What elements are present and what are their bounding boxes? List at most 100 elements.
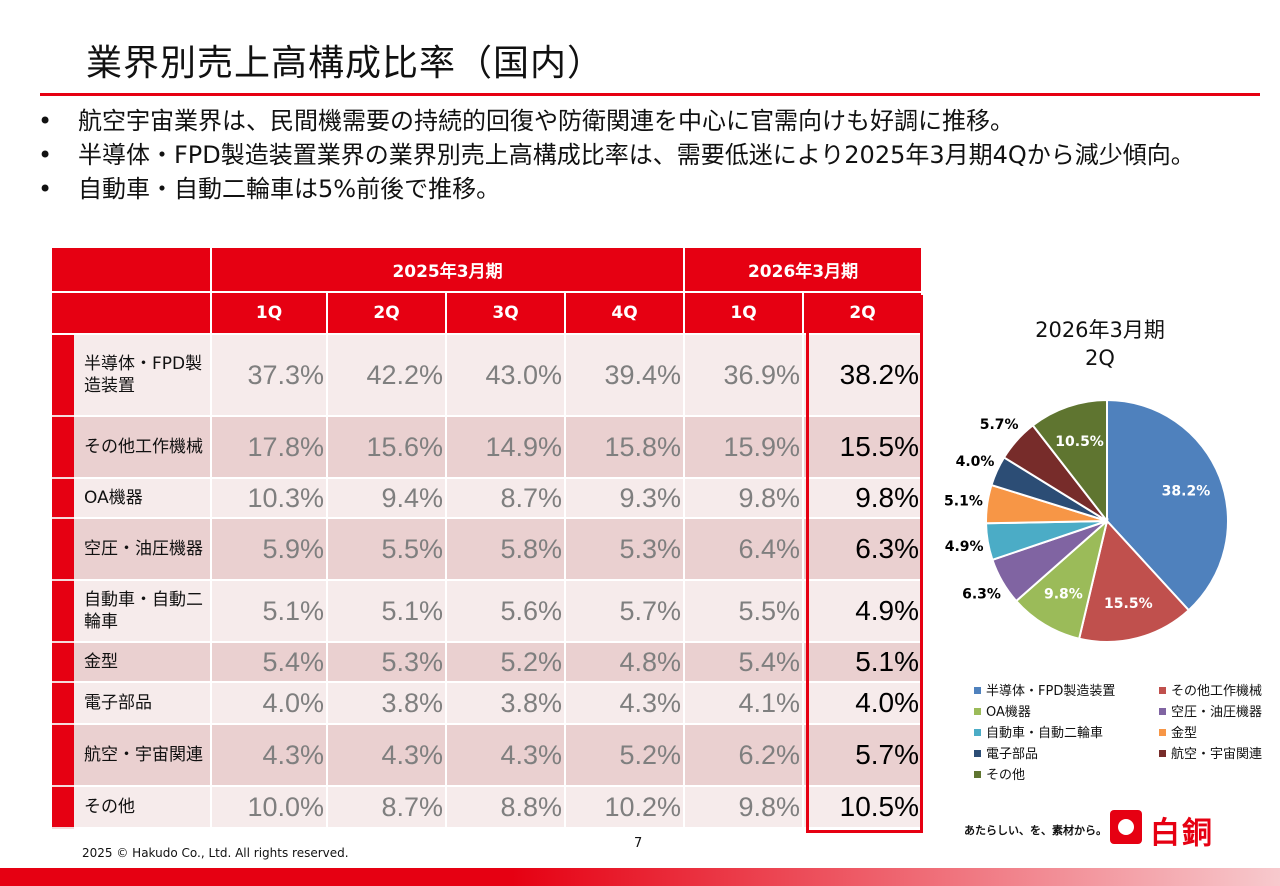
value-cell: 10.2%: [566, 787, 686, 829]
value-cell: 4.8%: [566, 643, 686, 683]
pie-data-label: 38.2%: [1162, 483, 1211, 499]
value-cell: 5.7%: [804, 725, 922, 787]
value-cell: 5.7%: [566, 581, 686, 643]
legend-item: 金型: [1159, 722, 1197, 741]
legend-swatch: [974, 708, 981, 715]
bottom-bar: [0, 868, 1280, 886]
value-cell: 10.0%: [212, 787, 328, 829]
pie-data-label: 9.8%: [1044, 587, 1083, 603]
legend-label: その他工作機械: [1171, 684, 1263, 699]
legend-label: OA機器: [986, 705, 1031, 720]
value-cell: 6.3%: [804, 519, 922, 581]
legend-item: 電子部品: [974, 743, 1038, 762]
row-label: OA機器: [74, 479, 212, 519]
value-cell: 43.0%: [447, 335, 566, 417]
legend-item: 自動車・自動二輪車: [974, 722, 1103, 741]
page-title: 業界別売上高構成比率（国内）: [86, 43, 605, 84]
legend-swatch: [1159, 729, 1166, 736]
legend-label: 自動車・自動二輪車: [986, 726, 1104, 741]
legend-swatch: [974, 771, 981, 778]
table-row: その他 10.0% 8.7% 8.8% 10.2% 9.8% 10.5%: [52, 787, 922, 829]
value-cell: 8.7%: [328, 787, 447, 829]
row-marker: [52, 581, 74, 643]
row-marker: [52, 417, 74, 479]
value-cell: 5.2%: [447, 643, 566, 683]
table-row: 電子部品 4.0% 3.8% 3.8% 4.3% 4.1% 4.0%: [52, 683, 922, 725]
value-cell: 9.8%: [685, 787, 805, 829]
pie-slice: [1014, 518, 1109, 640]
legend-label: 電子部品: [986, 747, 1039, 762]
value-cell: 4.0%: [212, 683, 328, 725]
value-cell: 9.8%: [685, 479, 805, 519]
row-label: その他: [74, 787, 212, 829]
legend-item: その他工作機械: [1159, 680, 1262, 699]
brand: あたらしい、を、素材から。 白銅: [964, 808, 1264, 852]
row-marker: [52, 519, 74, 581]
copyright: 2025 © Hakudo Co., Ltd. All rights reser…: [82, 846, 349, 860]
header-corner: [52, 293, 212, 335]
quarter-header: 3Q: [447, 293, 566, 335]
value-cell: 6.2%: [685, 725, 805, 787]
row-label: 半導体・FPD製造装置: [74, 335, 212, 417]
chart-title-line: 2026年3月期: [1035, 318, 1165, 342]
quarter-header: 4Q: [566, 293, 686, 335]
row-label: 空圧・油圧機器: [74, 519, 212, 581]
value-cell: 4.1%: [685, 683, 805, 725]
value-cell: 5.8%: [447, 519, 566, 581]
table-row: 空圧・油圧機器 5.9% 5.5% 5.8% 5.3% 6.4% 6.3%: [52, 519, 922, 581]
quarter-header: 1Q: [212, 293, 328, 335]
composition-table: 2025年3月期 2026年3月期 1Q 2Q 3Q 4Q 1Q 2Q 半導体・…: [52, 248, 922, 829]
pie-data-label: 10.5%: [1055, 434, 1104, 450]
value-cell: 4.3%: [447, 725, 566, 787]
pie-slice: [1031, 398, 1108, 524]
legend-label: 金型: [1171, 726, 1198, 741]
period-2026: 2026年3月期: [685, 248, 922, 293]
bullet-item: 自動車・自動二輪車は5%前後で推移。: [34, 172, 1238, 206]
pie-data-label: 15.5%: [1104, 596, 1153, 612]
table-row: OA機器 10.3% 9.4% 8.7% 9.3% 9.8% 9.8%: [52, 479, 922, 519]
legend-item: 半導体・FPD製造装置: [974, 680, 1115, 699]
value-cell: 4.9%: [804, 581, 922, 643]
pie-data-label: 6.3%: [962, 587, 1001, 603]
pie-data-label: 4.9%: [945, 539, 984, 555]
row-marker: [52, 479, 74, 519]
legend-swatch: [1159, 687, 1166, 694]
table-row: 金型 5.4% 5.3% 5.2% 4.8% 5.4% 5.1%: [52, 643, 922, 683]
period-header-row: 2025年3月期 2026年3月期: [52, 248, 922, 293]
row-marker: [52, 643, 74, 683]
value-cell: 8.8%: [447, 787, 566, 829]
value-cell: 9.3%: [566, 479, 686, 519]
value-cell: 5.5%: [328, 519, 447, 581]
value-cell: 38.2%: [804, 335, 922, 417]
period-2025: 2025年3月期: [212, 248, 686, 293]
legend-swatch: [974, 729, 981, 736]
brand-tagline: あたらしい、を、素材から。: [964, 824, 1107, 837]
value-cell: 10.5%: [804, 787, 922, 829]
value-cell: 9.4%: [328, 479, 447, 519]
legend-label: 空圧・油圧機器: [1171, 705, 1263, 720]
value-cell: 5.5%: [685, 581, 805, 643]
legend-item: 航空・宇宙関連: [1159, 743, 1262, 762]
value-cell: 42.2%: [328, 335, 447, 417]
value-cell: 5.1%: [328, 581, 447, 643]
legend-swatch: [974, 750, 981, 757]
value-cell: 5.1%: [212, 581, 328, 643]
row-marker: [52, 787, 74, 829]
value-cell: 37.3%: [212, 335, 328, 417]
row-label: 電子部品: [74, 683, 212, 725]
table-row: 航空・宇宙関連 4.3% 4.3% 4.3% 5.2% 6.2% 5.7%: [52, 725, 922, 787]
quarter-header-row: 1Q 2Q 3Q 4Q 1Q 2Q: [52, 293, 922, 335]
value-cell: 5.3%: [566, 519, 686, 581]
quarter-header: 2Q: [804, 293, 922, 335]
legend-item: OA機器: [974, 701, 1031, 720]
value-cell: 5.1%: [804, 643, 922, 683]
table-row: 自動車・自動二輪車 5.1% 5.1% 5.6% 5.7% 5.5% 4.9%: [52, 581, 922, 643]
bullet-item: 航空宇宙業界は、民間機需要の持続的回復や防衛関連を中心に官需向けも好調に推移。: [34, 104, 1238, 138]
header-corner: [52, 248, 212, 293]
value-cell: 39.4%: [566, 335, 686, 417]
value-cell: 5.9%: [212, 519, 328, 581]
legend-swatch: [974, 687, 981, 694]
quarter-header: 2Q: [328, 293, 447, 335]
pie-slice: [1077, 518, 1191, 643]
pie-data-label: 5.7%: [980, 417, 1019, 433]
